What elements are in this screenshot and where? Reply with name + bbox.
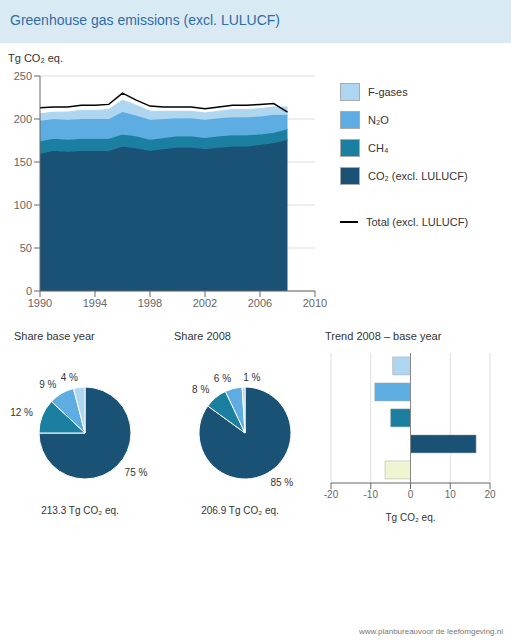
svg-text:-20: -20 <box>324 489 339 500</box>
svg-text:1990: 1990 <box>28 297 52 309</box>
html-text:Share base year: Share base year <box>14 330 95 342</box>
svg-text:1994: 1994 <box>83 297 107 309</box>
svg-text:1998: 1998 <box>138 297 162 309</box>
svg-text:150: 150 <box>14 156 32 168</box>
svg-text:4 %: 4 % <box>61 372 78 383</box>
html-text:Greenhouse gas emissions (excl: Greenhouse gas emissions (excl. LULUCF) <box>10 12 280 28</box>
html-text:CO₂ (excl. LULUCF): CO₂ (excl. LULUCF) <box>368 170 468 182</box>
html-text:206.9 Tg CO₂ eq.: 206.9 Tg CO₂ eq. <box>201 505 279 516</box>
svg-text:2010: 2010 <box>303 297 327 309</box>
html-text:213.3 Tg CO₂ eq.: 213.3 Tg CO₂ eq. <box>41 505 119 516</box>
svg-text:2006: 2006 <box>248 297 272 309</box>
svg-text:75 %: 75 % <box>125 467 148 478</box>
svg-text:6 %: 6 % <box>214 373 231 384</box>
svg-text:0: 0 <box>408 489 414 500</box>
html-text:Share 2008: Share 2008 <box>174 330 231 342</box>
svg-text:100: 100 <box>14 199 32 211</box>
html-text:Trend 2008 – base year: Trend 2008 – base year <box>325 330 442 342</box>
html-text:F-gases: F-gases <box>368 86 408 98</box>
svg-text:Tg CO₂ eq.: Tg CO₂ eq. <box>385 512 435 523</box>
svg-text:200: 200 <box>14 113 32 125</box>
svg-text:85 %: 85 % <box>270 477 293 488</box>
svg-text:1 %: 1 % <box>243 372 260 383</box>
svg-text:8 %: 8 % <box>192 384 209 395</box>
html-text:www.planbureauvoor de leefomge: www.planbureauvoor de leefomgeving.nl <box>358 627 503 636</box>
html-text:Total (excl. LULUCF): Total (excl. LULUCF) <box>366 216 469 228</box>
html-text:Tg CO₂ eq.: Tg CO₂ eq. <box>8 52 63 64</box>
svg-text:0: 0 <box>26 285 32 297</box>
html-text:CH₄: CH₄ <box>368 142 389 154</box>
svg-text:50: 50 <box>20 242 32 254</box>
svg-text:10: 10 <box>445 489 457 500</box>
svg-text:-10: -10 <box>364 489 379 500</box>
svg-text:12 %: 12 % <box>10 407 33 418</box>
svg-text:250: 250 <box>14 70 32 82</box>
svg-text:9 %: 9 % <box>39 379 56 390</box>
html-text:N₂O: N₂O <box>368 114 389 126</box>
svg-text:20: 20 <box>484 489 496 500</box>
svg-text:2002: 2002 <box>193 297 217 309</box>
